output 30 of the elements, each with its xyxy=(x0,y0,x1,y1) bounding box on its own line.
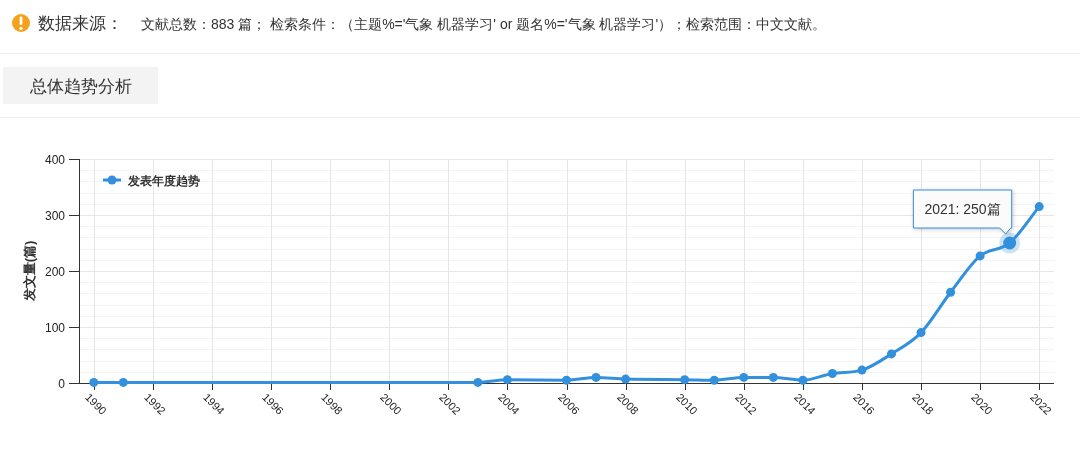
point xyxy=(887,349,896,359)
y-axis-title: 发文量(篇) xyxy=(22,240,37,303)
point xyxy=(118,377,128,387)
chart-title: 总体趋势分析 xyxy=(28,77,132,96)
point xyxy=(502,375,512,385)
point xyxy=(916,328,926,338)
point xyxy=(89,377,99,387)
y-tick-label: 400 xyxy=(44,153,66,167)
annotation: 2021: 250篇 xyxy=(924,201,1001,217)
point xyxy=(591,372,601,382)
y-tick-label: 200 xyxy=(44,265,66,279)
point xyxy=(562,375,571,385)
point xyxy=(827,368,837,378)
point xyxy=(946,287,956,297)
point xyxy=(1034,202,1044,212)
point xyxy=(680,375,690,385)
point xyxy=(473,377,483,387)
point xyxy=(798,375,808,385)
point xyxy=(975,251,985,261)
y-tick-label: 300 xyxy=(44,209,66,223)
point xyxy=(857,365,867,375)
point xyxy=(739,372,749,382)
point xyxy=(709,375,719,385)
point xyxy=(621,374,631,384)
legend-label: 发表年度趋势 xyxy=(127,173,200,188)
point xyxy=(768,372,778,382)
y-tick-label: 100 xyxy=(44,321,66,335)
y-tick-label: 0 xyxy=(58,377,66,391)
source-note: 数据来源： xyxy=(38,14,123,33)
text: 文献总数：883 篇； 检索条件：（主题%='气象 机器学习' or 题名%='气象 机器学习'）；检索范围：中文文献。 xyxy=(141,16,827,32)
